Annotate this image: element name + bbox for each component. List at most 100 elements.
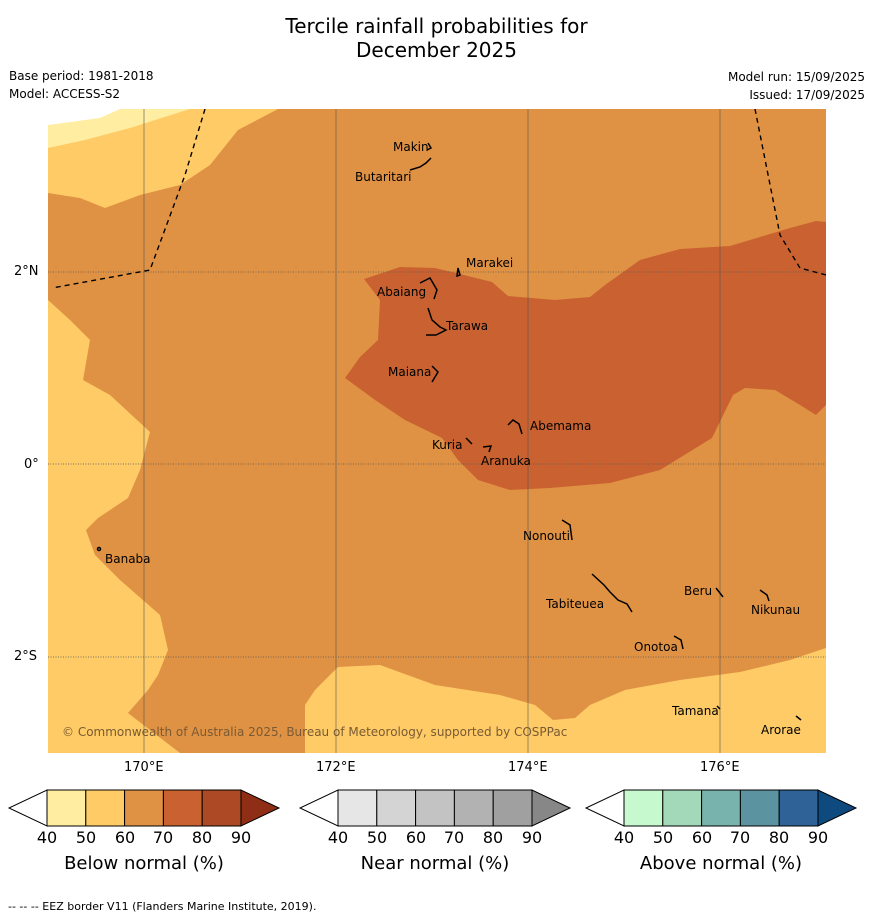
- island-label-abemama: Abemama: [530, 419, 591, 433]
- colorbar-near-normal-70-80: [453, 789, 494, 827]
- colorbar-near-normal-over: [531, 789, 572, 827]
- colorbar-above-normal: [584, 789, 858, 827]
- island-label-aranuka: Aranuka: [481, 454, 531, 468]
- tick-label: 40: [36, 828, 58, 847]
- marakei-outline: [456, 267, 461, 278]
- tick-label: 80: [482, 828, 504, 847]
- colorbar-above-normal-under: [584, 789, 625, 827]
- tarawa-outline: [426, 307, 448, 336]
- map-title-line-1: Tercile rainfall probabilities for: [285, 14, 588, 38]
- aranuka-outline: [482, 445, 493, 453]
- tick-label: 60: [691, 828, 713, 847]
- abaiang-outline: [419, 277, 438, 300]
- island-label-tamana: Tamana: [671, 704, 719, 718]
- island-label-abaiang: Abaiang: [377, 285, 426, 299]
- shading-50-60-west: [48, 300, 180, 753]
- lon-label-170e: 170°E: [124, 760, 164, 775]
- tamana-outline: [716, 705, 721, 710]
- colorbar-above-normal-80-90: [778, 789, 819, 827]
- banaba-outline: [96, 546, 102, 552]
- colorbar-below-normal: [7, 789, 281, 827]
- nikunau-outline: [759, 589, 770, 602]
- island-label-nonouti: Nonouti: [523, 529, 570, 543]
- island-outlines: [96, 142, 802, 721]
- tick-label: 90: [230, 828, 252, 847]
- island-label-butaritari: Butaritari: [355, 170, 412, 184]
- tick-label: 70: [729, 828, 751, 847]
- island-label-maiana: Maiana: [388, 365, 431, 379]
- island-label-tabiteuea: Tabiteuea: [545, 597, 604, 611]
- tick-label: 90: [807, 828, 829, 847]
- colorbar-below-normal-50-60: [85, 789, 126, 827]
- nonouti-outline: [561, 519, 573, 541]
- lat-label-2s: 2°S: [14, 649, 38, 664]
- colorbar-above-normal-40-50: [623, 789, 664, 827]
- island-label-beru: Beru: [684, 584, 712, 598]
- colorbar-above-normal-over: [817, 789, 858, 827]
- lat-label-2n: 2°N: [14, 264, 39, 279]
- eez-border-footnote: -- -- -- EEZ border V11 (Flanders Marine…: [8, 900, 317, 913]
- beru-outline: [715, 587, 724, 598]
- model-label: Model: ACCESS-S2: [9, 87, 121, 101]
- colorbar-below-normal-over: [240, 789, 281, 827]
- tick-label: 50: [75, 828, 97, 847]
- colorbar-below-normal-under: [7, 789, 48, 827]
- tabiteuea-outline: [591, 573, 633, 613]
- eez-border: [51, 109, 826, 289]
- tick-label: 60: [405, 828, 427, 847]
- colorbar-below-normal-70-80: [162, 789, 203, 827]
- island-label-nikunau: Nikunau: [751, 603, 800, 617]
- colorbar-near-normal-50-60: [376, 789, 417, 827]
- tick-label: 50: [366, 828, 388, 847]
- tick-label: 40: [613, 828, 635, 847]
- island-label-arorae: Arorae: [761, 723, 801, 737]
- abemama-outline: [507, 419, 523, 435]
- makin-outline: [426, 142, 433, 151]
- island-label-banaba: Banaba: [105, 552, 151, 566]
- colorbar-near-normal: [298, 789, 572, 827]
- colorbar-below-normal-60-70: [124, 789, 164, 827]
- colorbar-near-normal-title: Near normal (%): [360, 853, 510, 874]
- tick-label: 80: [768, 828, 790, 847]
- issued-label: Issued: 17/09/2025: [749, 88, 865, 102]
- colorbar-above-normal-60-70: [701, 789, 741, 827]
- colorbar-below-normal-80-90: [201, 789, 242, 827]
- tick-label: 90: [521, 828, 543, 847]
- maiana-outline: [431, 365, 439, 383]
- lon-label-174e: 174°E: [508, 760, 548, 775]
- colorbar-near-normal-40-50: [337, 789, 378, 827]
- tick-label: 80: [191, 828, 213, 847]
- island-label-kuria: Kuria: [432, 438, 463, 452]
- graticule-latitude: [48, 271, 826, 658]
- tick-label: 40: [327, 828, 349, 847]
- base-period-label: Base period: 1981-2018: [9, 69, 154, 83]
- kuria-outline: [465, 437, 473, 445]
- graticule: [143, 109, 721, 753]
- lon-label-172e: 172°E: [316, 760, 356, 775]
- map-title-line-2: December 2025: [356, 38, 517, 62]
- tick-label: 60: [114, 828, 136, 847]
- shading-50-60-south: [305, 648, 826, 753]
- butaritari-outline: [409, 157, 432, 171]
- colorbar-above-normal-70-80: [739, 789, 780, 827]
- onotoa-outline: [673, 635, 684, 650]
- arorae-outline: [795, 715, 802, 721]
- colorbar-near-normal-60-70: [415, 789, 455, 827]
- island-label-makin: Makin: [393, 140, 429, 154]
- colorbar-above-normal-50-60: [662, 789, 703, 827]
- tick-label: 70: [443, 828, 465, 847]
- colorbar-above-normal-title: Above normal (%): [639, 853, 803, 874]
- copyright-notice: © Commonwealth of Australia 2025, Bureau…: [62, 725, 567, 739]
- tick-label: 50: [652, 828, 674, 847]
- colorbar-below-normal-title: Below normal (%): [64, 853, 224, 874]
- colorbar-below-normal-40-50: [46, 789, 87, 827]
- tick-label: 70: [152, 828, 174, 847]
- island-label-marakei: Marakei: [466, 256, 513, 270]
- model-run-label: Model run: 15/09/2025: [727, 70, 865, 84]
- shading-70-80-central: [345, 221, 826, 490]
- colorbar-near-normal-under: [298, 789, 339, 827]
- lon-label-176e: 176°E: [700, 760, 740, 775]
- shading-below-40-north: [48, 109, 120, 125]
- island-label-tarawa: Tarawa: [445, 319, 488, 333]
